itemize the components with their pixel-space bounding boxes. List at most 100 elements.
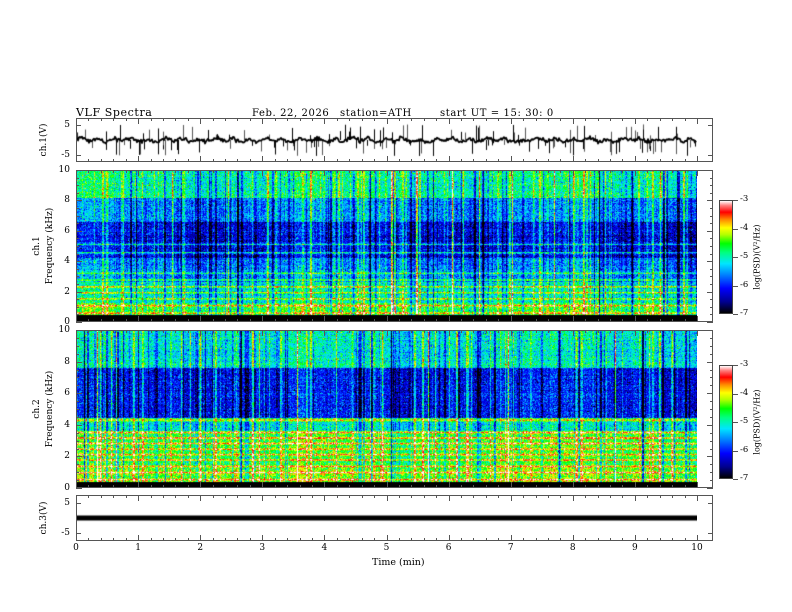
ch3-waveform-frame [76, 495, 713, 541]
axis-tick [486, 495, 487, 498]
axis-tick [523, 159, 524, 162]
axis-tick [337, 538, 338, 541]
axis-tick [511, 156, 512, 162]
axis-tick [349, 118, 350, 121]
axis-tick [635, 156, 636, 162]
axis-tick [598, 330, 599, 333]
axis-tick [151, 319, 152, 322]
axis-tick [585, 485, 586, 488]
axis-tick [163, 485, 164, 488]
axis-tick [76, 503, 81, 504]
ch2-axis-label: ch.2 [32, 399, 42, 419]
axis-tick [710, 216, 713, 217]
axis-tick [710, 433, 713, 434]
axis-tick [733, 257, 738, 258]
axis-tick [76, 238, 79, 239]
axis-tick [710, 284, 713, 285]
axis-tick [175, 319, 176, 322]
axis-tick [399, 330, 400, 333]
axis-tick [88, 170, 89, 173]
axis-tick [101, 159, 102, 162]
axis-tick [710, 449, 713, 450]
axis-tick [76, 156, 77, 162]
axis-tick [300, 495, 301, 498]
axis-tick [76, 393, 82, 394]
axis-tick [312, 330, 313, 333]
axis-tick [436, 495, 437, 498]
axis-tick [76, 307, 79, 308]
axis-tick [387, 118, 388, 124]
axis-tick [138, 330, 139, 336]
axis-tick [213, 118, 214, 121]
axis-tick [647, 495, 648, 498]
ch1-ytick-0: 0 [64, 317, 70, 327]
axis-tick [685, 159, 686, 162]
axis-tick [585, 170, 586, 173]
ch2-ytick-8: 8 [64, 356, 70, 367]
axis-tick [399, 118, 400, 121]
axis-tick [101, 495, 102, 498]
axis-tick [76, 193, 79, 194]
axis-tick [237, 330, 238, 333]
axis-tick [585, 319, 586, 322]
axis-tick [312, 319, 313, 322]
axis-tick [275, 159, 276, 162]
axis-tick [610, 159, 611, 162]
x-tick-5: 5 [383, 543, 390, 553]
axis-tick [635, 495, 636, 501]
axis-tick [461, 118, 462, 121]
axis-tick [598, 538, 599, 541]
axis-tick [76, 480, 79, 481]
colorbar-ch2-tick--7: -7 [740, 473, 749, 483]
axis-tick [237, 319, 238, 322]
ch1-ytick-10: 10 [58, 165, 70, 175]
axis-tick [710, 238, 713, 239]
axis-tick [486, 538, 487, 541]
axis-tick [374, 319, 375, 322]
axis-tick [337, 495, 338, 498]
ch1-waveform-trace [76, 118, 697, 162]
axis-tick [511, 482, 512, 488]
axis-tick [436, 118, 437, 121]
axis-tick [708, 533, 713, 534]
axis-tick [175, 170, 176, 173]
colorbar-ch2-gradient [719, 365, 733, 479]
x-tick-3: 3 [259, 543, 266, 553]
axis-tick [486, 170, 487, 173]
axis-tick [88, 495, 89, 498]
axis-tick [374, 170, 375, 173]
axis-tick [349, 538, 350, 541]
x-tick-9: 9 [632, 543, 638, 553]
axis-tick [163, 330, 164, 333]
axis-tick [710, 377, 713, 378]
axis-tick [200, 482, 201, 488]
axis-tick [275, 485, 276, 488]
axis-tick [387, 330, 388, 336]
axis-tick [449, 535, 450, 541]
axis-tick [473, 495, 474, 498]
axis-tick [498, 485, 499, 488]
axis-tick [138, 535, 139, 541]
axis-tick [213, 495, 214, 498]
axis-tick [399, 485, 400, 488]
start-ut-label: start UT = 15: 30: 0 [440, 108, 554, 119]
axis-tick [76, 377, 79, 378]
axis-tick [523, 170, 524, 173]
axis-tick [708, 155, 713, 156]
axis-tick [585, 538, 586, 541]
axis-tick [473, 330, 474, 333]
axis-tick [175, 330, 176, 333]
axis-tick [349, 319, 350, 322]
axis-tick [225, 170, 226, 173]
axis-tick [76, 155, 81, 156]
axis-tick [126, 319, 127, 322]
axis-tick [411, 485, 412, 488]
axis-tick [610, 495, 611, 498]
axis-tick [324, 535, 325, 541]
axis-tick [101, 319, 102, 322]
axis-tick [449, 316, 450, 322]
axis-tick [88, 538, 89, 541]
axis-tick [660, 485, 661, 488]
axis-tick [710, 385, 713, 386]
axis-tick [175, 159, 176, 162]
